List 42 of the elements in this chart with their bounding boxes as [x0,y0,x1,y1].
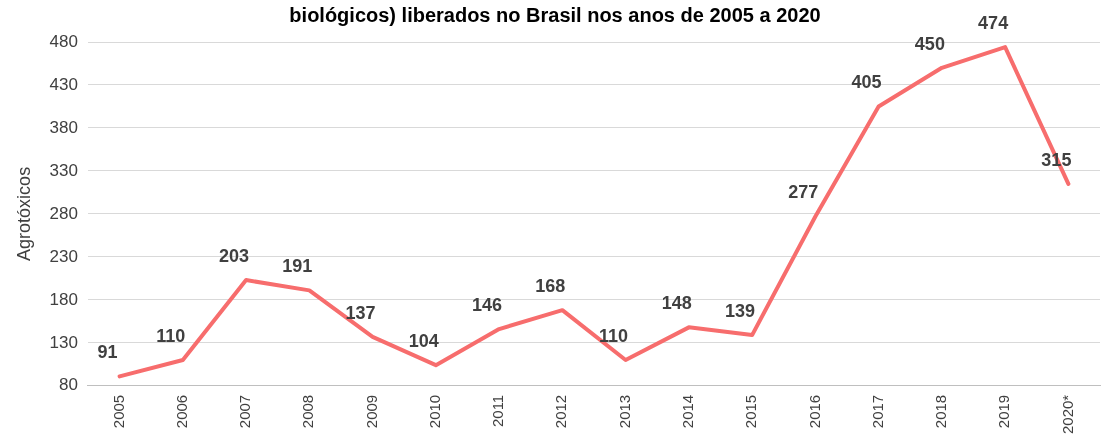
y-tick-label: 430 [49,74,78,94]
x-tick-label: 2006 [172,394,190,429]
x-tick-label: 2017 [868,394,886,429]
x-tick-label: 2010 [425,394,443,429]
x-tick-label: 2018 [932,394,950,429]
data-label: 104 [408,331,439,352]
x-tick-label: 2015 [742,394,760,429]
y-tick-label: 280 [49,203,78,223]
data-label: 191 [282,256,313,277]
x-tick-label: 2005 [109,394,127,429]
data-label: 474 [978,13,1009,34]
data-label: 137 [345,302,376,323]
x-tick-label: 2008 [299,394,317,429]
x-tick-label: 2012 [552,394,570,429]
y-tick-label: 230 [49,246,78,266]
data-label: 148 [661,293,692,314]
data-label: 168 [535,276,566,297]
data-label: 139 [725,301,756,322]
x-tick-label: 2016 [805,394,823,429]
x-tick-label: 2007 [236,394,254,429]
y-axis-title: Agrotóxicos [13,166,34,261]
x-tick-label: 2020* [1058,394,1076,435]
x-tick-label: 2013 [615,394,633,429]
x-tick-label: 2011 [489,394,507,428]
y-tick-label: 330 [49,160,78,180]
x-tick-label: 2009 [362,394,380,429]
data-label: 91 [97,342,118,363]
y-tick-label: 180 [49,289,78,309]
data-label: 110 [599,325,629,346]
data-label: 405 [851,72,882,93]
y-tick-label: 380 [49,117,78,137]
y-tick-label: 80 [59,375,78,395]
chart-title: biológicos) liberados no Brasil nos anos de 2005 a 2020 [289,3,821,26]
y-tick-label: 480 [49,31,78,51]
data-label: 203 [219,246,250,267]
data-label: 146 [472,295,503,316]
x-tick-label: 2019 [995,394,1013,429]
data-label: 110 [156,325,186,346]
data-label: 450 [914,33,945,54]
y-tick-label: 130 [49,332,78,352]
x-tick-label: 2014 [679,394,696,429]
data-label: 277 [788,182,819,203]
